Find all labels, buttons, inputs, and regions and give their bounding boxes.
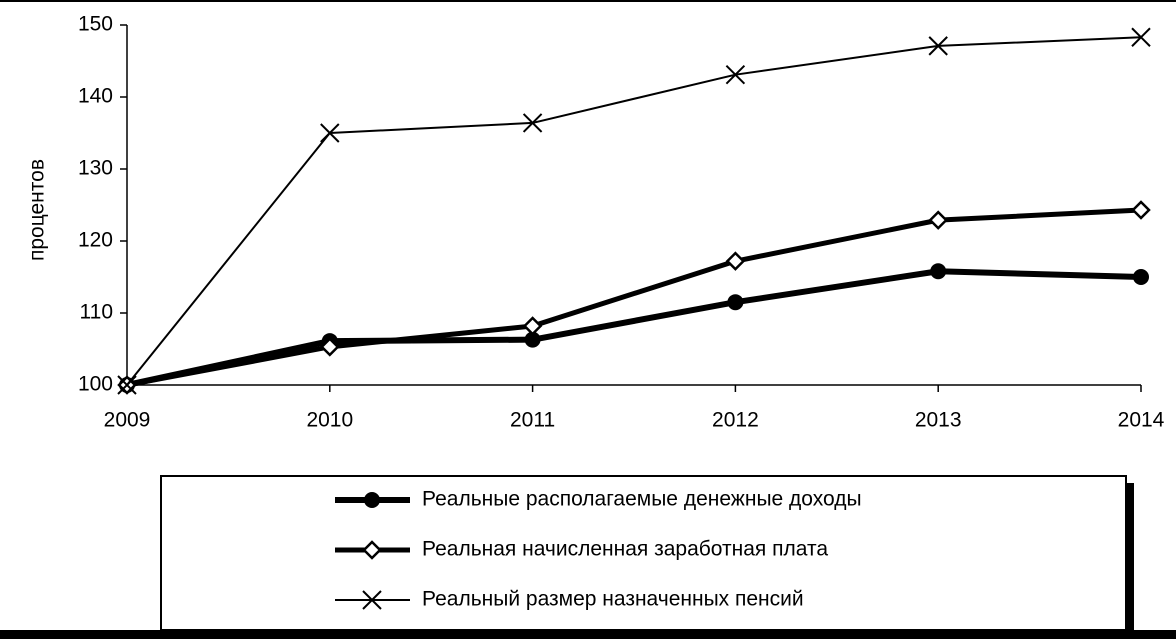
series-line bbox=[126, 36, 1142, 386]
marker bbox=[727, 294, 744, 311]
marker bbox=[725, 64, 746, 85]
marker bbox=[1131, 27, 1151, 47]
x-tick-label: 2014 bbox=[1118, 409, 1165, 432]
y-axis-label: процентов bbox=[26, 159, 49, 261]
y-tick-label: 150 bbox=[78, 13, 113, 36]
marker bbox=[930, 263, 947, 280]
x-tick-label: 2009 bbox=[104, 409, 151, 432]
marker bbox=[117, 375, 137, 395]
marker bbox=[524, 331, 541, 348]
series-line bbox=[126, 207, 1142, 388]
marker bbox=[1133, 269, 1149, 285]
x-tick-label: 2011 bbox=[510, 409, 555, 432]
legend-marker bbox=[364, 492, 380, 508]
legend-shadow bbox=[1124, 483, 1134, 633]
marker bbox=[928, 210, 948, 230]
legend-box bbox=[160, 475, 1127, 631]
marker bbox=[1131, 200, 1151, 220]
legend-marker bbox=[362, 540, 382, 560]
y-tick-label: 140 bbox=[78, 85, 113, 108]
legend-label: Реальный размер назначенных пенсий bbox=[422, 588, 804, 611]
y-tick-label: 110 bbox=[80, 301, 113, 324]
y-tick-label: 130 bbox=[78, 157, 113, 180]
legend-marker bbox=[362, 590, 382, 610]
x-tick-label: 2012 bbox=[712, 409, 759, 432]
y-tick-label: 100 bbox=[78, 373, 113, 396]
marker bbox=[928, 36, 948, 56]
series-line bbox=[126, 268, 1142, 388]
marker bbox=[522, 316, 543, 336]
legend-label: Реальная начисленная заработная плата bbox=[422, 538, 828, 561]
y-tick-label: 120 bbox=[78, 229, 113, 252]
legend-label: Реальные располагаемые денежные доходы bbox=[422, 488, 862, 511]
frame-bottom bbox=[0, 630, 1176, 639]
marker bbox=[725, 251, 746, 271]
marker bbox=[320, 123, 340, 143]
marker bbox=[320, 337, 340, 357]
x-tick-label: 2013 bbox=[915, 409, 962, 432]
marker bbox=[522, 113, 543, 133]
x-tick-label: 2010 bbox=[306, 409, 353, 432]
